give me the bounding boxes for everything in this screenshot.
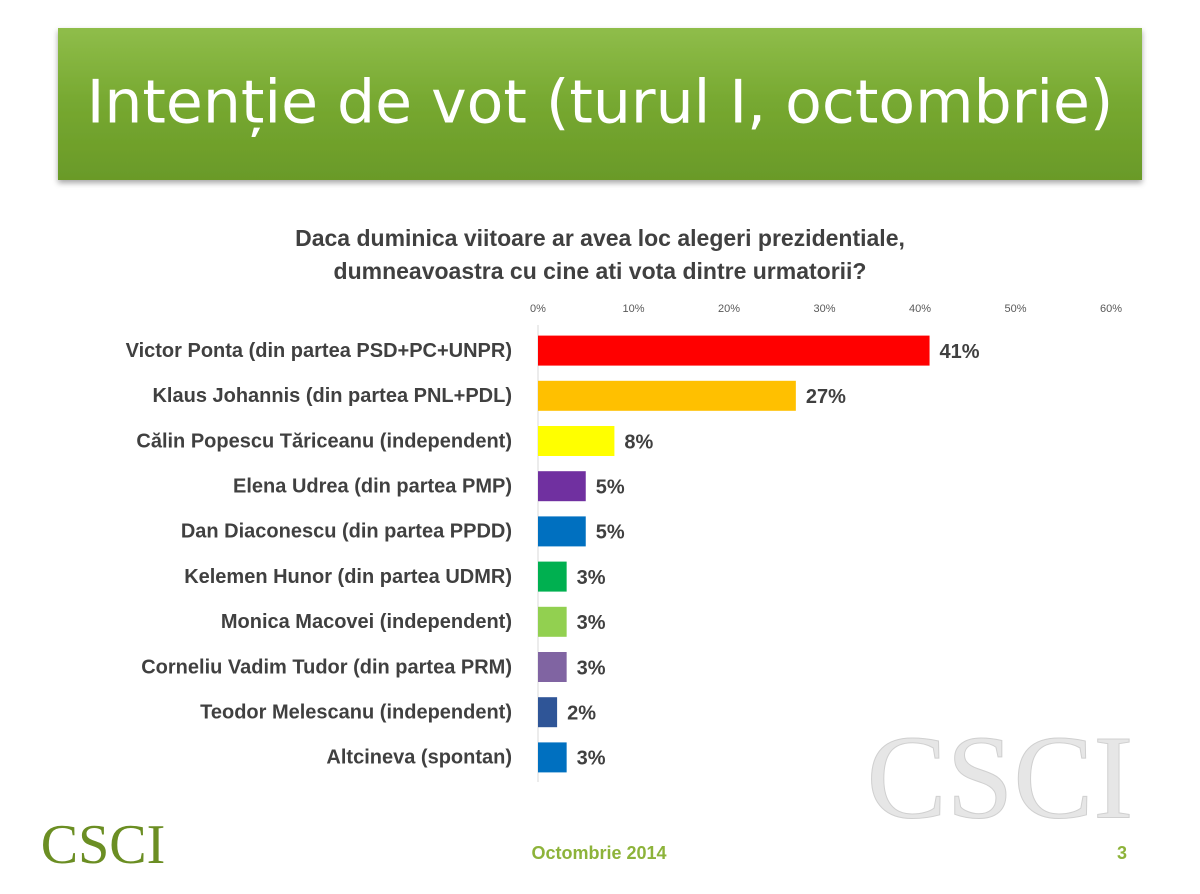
y-tick-label: Altcineva (spontan) xyxy=(326,747,512,769)
y-tick-label: Dan Diaconescu (din partea PPDD) xyxy=(181,521,512,543)
bar xyxy=(538,471,586,502)
value-label: 8% xyxy=(624,431,653,453)
bar xyxy=(538,426,615,456)
bar xyxy=(538,652,567,682)
bar xyxy=(538,561,567,592)
x-tick-label: 50% xyxy=(1004,303,1026,315)
value-label: 5% xyxy=(596,522,625,544)
footer-date: Octombrie 2014 xyxy=(531,843,666,863)
bar xyxy=(538,606,567,637)
x-tick-label: 60% xyxy=(1100,303,1122,315)
y-tick-label: Elena Udrea (din partea PMP) xyxy=(233,475,512,497)
value-label: 3% xyxy=(577,567,606,589)
value-label: 3% xyxy=(577,748,606,770)
value-label: 2% xyxy=(567,702,596,724)
x-tick-label: 30% xyxy=(813,303,835,315)
x-tick-label: 0% xyxy=(530,303,546,315)
logo: CSCI xyxy=(41,814,166,876)
chart-title: Daca duminica viitoare ar avea loc alege… xyxy=(295,225,905,251)
x-tick-label: 10% xyxy=(622,303,644,315)
y-tick-label: Teodor Melescanu (independent) xyxy=(200,701,512,723)
y-tick-label: Victor Ponta (din partea PSD+PC+UNPR) xyxy=(126,340,512,362)
y-tick-label: Călin Popescu Tăriceanu (independent) xyxy=(136,430,512,452)
value-label: 3% xyxy=(577,657,606,679)
chart-title: dumneavoastra cu cine ati vota dintre ur… xyxy=(334,258,867,284)
bar xyxy=(538,697,558,728)
bar xyxy=(538,516,586,547)
slide-title: Intenție de vot (turul I, octombrie) xyxy=(87,68,1114,138)
x-tick-label: 20% xyxy=(718,303,740,315)
watermark: CSCI xyxy=(867,711,1134,844)
y-tick-label: Monica Macovei (independent) xyxy=(221,611,512,633)
y-tick-label: Kelemen Hunor (din partea UDMR) xyxy=(184,566,512,588)
y-tick-label: Klaus Johannis (din partea PNL+PDL) xyxy=(152,385,512,407)
y-tick-label: Corneliu Vadim Tudor (din partea PRM) xyxy=(141,656,512,678)
bar xyxy=(538,742,567,773)
x-tick-label: 40% xyxy=(909,303,931,315)
value-label: 41% xyxy=(940,341,980,363)
bar xyxy=(538,380,796,411)
header-banner xyxy=(58,28,1142,180)
value-label: 5% xyxy=(596,476,625,498)
value-label: 27% xyxy=(806,386,846,408)
value-label: 3% xyxy=(577,612,606,634)
bar xyxy=(538,335,930,366)
page-number: 3 xyxy=(1117,843,1127,863)
